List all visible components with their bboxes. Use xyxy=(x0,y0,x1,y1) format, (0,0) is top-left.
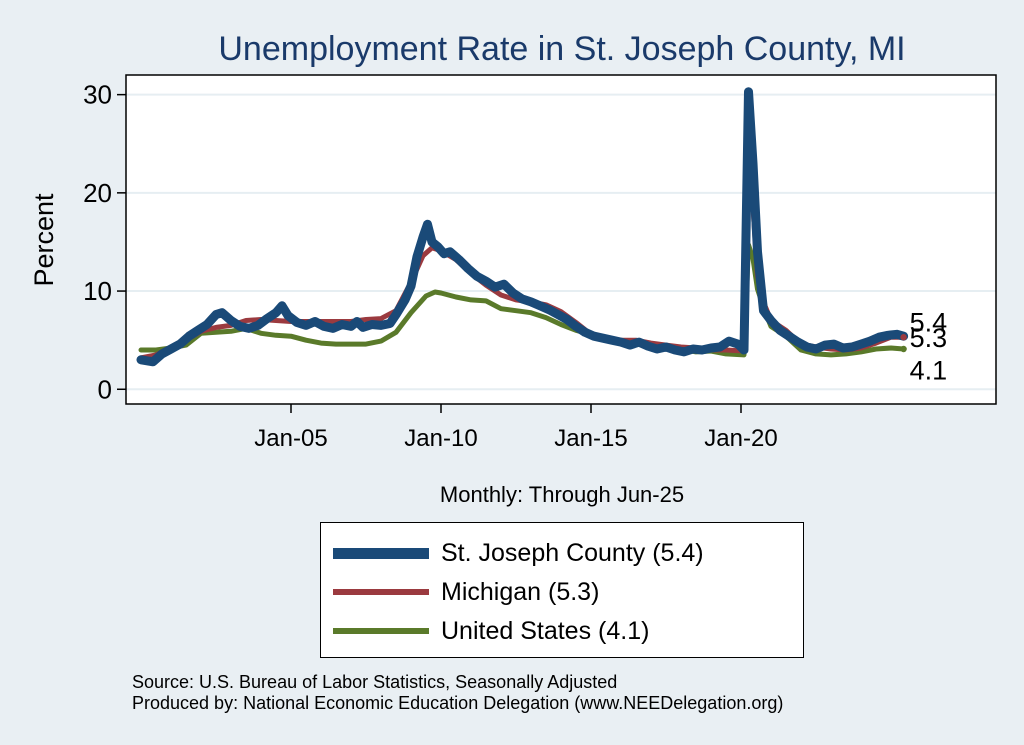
legend: St. Joseph County (5.4) Michigan (5.3) U… xyxy=(320,522,804,658)
y-tick-label-1: 10 xyxy=(83,276,112,306)
end-label-michigan: 5.3 xyxy=(910,323,948,353)
x-tick-label-3: Jan-20 xyxy=(704,425,777,452)
producer-line: Produced by: National Economic Education… xyxy=(132,693,784,713)
series-lines xyxy=(136,87,909,367)
grid-lines xyxy=(126,93,996,391)
legend-label-us: United States (4.1) xyxy=(441,616,650,645)
y-tick-label-3: 30 xyxy=(83,80,112,110)
legend-swatch-county xyxy=(333,547,429,559)
series-line-county xyxy=(136,87,909,367)
legend-swatch-us xyxy=(333,628,429,634)
chart-title: Unemployment Rate in St. Joseph County, … xyxy=(218,30,905,68)
x-axis-title: Monthly: Through Jun-25 xyxy=(440,482,684,507)
end-value-labels: 5.45.34.1 xyxy=(910,307,948,385)
legend-swatch-michigan xyxy=(333,589,429,595)
legend-item-michigan: Michigan (5.3) xyxy=(333,574,599,610)
end-point-us xyxy=(900,345,907,353)
plot-frame xyxy=(125,74,997,405)
legend-label-michigan: Michigan (5.3) xyxy=(441,577,600,606)
legend-item-county: St. Joseph County (5.4) xyxy=(333,535,704,571)
x-tick-label-1: Jan-10 xyxy=(404,425,477,452)
end-label-county: 5.4 xyxy=(910,307,948,337)
y-axis-title: Percent xyxy=(29,193,59,287)
legend-label-county: St. Joseph County (5.4) xyxy=(441,538,704,567)
plot-area xyxy=(126,75,996,404)
legend-item-us: United States (4.1) xyxy=(333,613,649,649)
end-point-michigan xyxy=(900,334,907,341)
end-label-us: 4.1 xyxy=(910,356,948,386)
y-tick-label-2: 20 xyxy=(83,178,112,208)
source-line: Source: U.S. Bureau of Labor Statistics,… xyxy=(132,672,618,692)
x-tick-label-2: Jan-15 xyxy=(554,425,627,452)
axes: 0 10 20 30 Jan-05 Jan-10 Jan-15 Jan-20 xyxy=(83,74,997,452)
y-tick-label-0: 0 xyxy=(98,374,112,404)
x-tick-label-0: Jan-05 xyxy=(254,425,327,452)
